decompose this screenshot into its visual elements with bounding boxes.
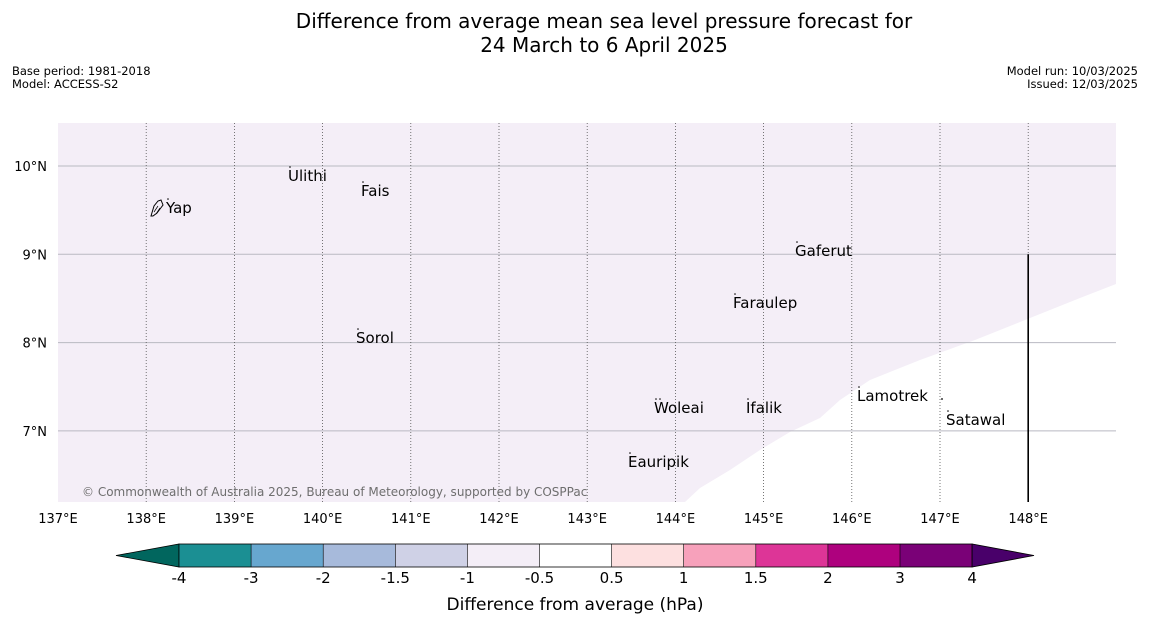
colorbar: -4 -3 -2 -1.5 -1 -0.5 0.5 1 1.5 2 3 4 Difference fr… [115, 543, 1035, 615]
colorbar-under-extension [115, 543, 180, 568]
island-marker [659, 398, 661, 400]
longitude-tick-label: 146°E [832, 512, 872, 527]
map-area: Yap Ulithi Fais Gaferut Faraulep Sorol Woleai I… [58, 123, 1116, 502]
meta-right: Model run: 10/03/2025 Issued: 12/03/2025 [1007, 65, 1138, 91]
longitude-tick-label: 144°E [656, 512, 696, 527]
longitude-tick-label: 141°E [391, 512, 431, 527]
yap-island-shape [150, 199, 164, 217]
colorbar-box [755, 544, 828, 567]
colorbar-tick-label: -1 [460, 569, 475, 587]
island-marker [947, 410, 949, 412]
colorbar-outline [178, 543, 973, 568]
island-marker [655, 398, 657, 400]
colorbar-tick-label: 1.5 [744, 569, 768, 587]
latitude-tick-labels: 10°N 9°N 8°N 7°N [14, 160, 47, 440]
place-labels: Yap Ulithi Fais Gaferut Faraulep Sorol Woleai I… [165, 166, 1005, 471]
colorbar-box [900, 544, 973, 567]
longitude-tick-label: 137°E [38, 512, 78, 527]
place-label-sorol: Sorol [356, 329, 394, 347]
place-label-faraulep: Faraulep [733, 294, 797, 312]
place-label-satawal: Satawal [946, 411, 1005, 429]
colorbar-box [683, 544, 756, 567]
longitude-tick-label: 140°E [303, 512, 343, 527]
colorbar-box [395, 544, 468, 567]
colorbar-tick-label: 0.5 [600, 569, 624, 587]
colorbar-tick-label: 3 [895, 569, 905, 587]
longitude-gridlines [145, 123, 1029, 502]
island-marker [796, 241, 798, 243]
colorbar-title: Difference from average (hPa) [447, 595, 704, 615]
latitude-tick-label: 8°N [23, 337, 48, 352]
colorbar-box [827, 544, 900, 567]
meta-left: Base period: 1981-2018 Model: ACCESS-S2 [12, 65, 151, 91]
longitude-tick-label: 142°E [479, 512, 519, 527]
colorbar-box [611, 544, 684, 567]
colorbar-tick-label: -0.5 [525, 569, 554, 587]
place-label-gaferut: Gaferut [795, 242, 852, 260]
colorbar-box [179, 544, 252, 567]
colorbar-boxes [115, 543, 1035, 568]
base-period: Base period: 1981-2018 [12, 64, 151, 78]
colorbar-tick-label: -2 [316, 569, 331, 587]
longitude-tick-label: 147°E [920, 512, 960, 527]
place-label-lamotrek: Lamotrek [857, 387, 928, 405]
colorbar-labels: -4 -3 -2 -1.5 -1 -0.5 0.5 1 1.5 2 3 4 [172, 569, 977, 587]
longitude-tick-label: 148°E [1008, 512, 1048, 527]
yap-island-detail [153, 205, 161, 215]
longitude-tick-label: 143°E [567, 512, 607, 527]
model-run: Model run: 10/03/2025 [1006, 64, 1138, 78]
colorbar-tick-label: -1.5 [381, 569, 410, 587]
colorbar-tick-label: -4 [172, 569, 187, 587]
colorbar-tick-label: -3 [244, 569, 259, 587]
title-line-1: Difference from average mean sea level p… [295, 9, 913, 33]
map-title: Difference from average mean sea level p… [0, 9, 1150, 57]
colorbar-box [251, 544, 324, 567]
island-marker [747, 398, 749, 400]
place-label-eauripik: Eauripik [628, 453, 689, 471]
longitude-tick-label: 139°E [215, 512, 255, 527]
title-line-2: 24 March to 6 April 2025 [480, 33, 728, 57]
latitude-tick-label: 9°N [23, 248, 48, 263]
colorbar-tick-label: 4 [967, 569, 977, 587]
island-marker [629, 452, 631, 454]
colorbar-box [467, 544, 540, 567]
island-marker [289, 166, 291, 168]
colorbar-over-extension [971, 543, 1035, 568]
longitude-tick-label: 145°E [744, 512, 784, 527]
place-label-fais: Fais [361, 182, 390, 200]
colorbar-box [323, 544, 396, 567]
colorbar-tick-label: 1 [679, 569, 689, 587]
island-marker [357, 328, 359, 330]
island-marker [858, 386, 860, 388]
copyright-text: © Commonwealth of Australia 2025, Bureau… [82, 485, 587, 499]
place-label-ifalik: Ifalik [746, 399, 782, 417]
latitude-tick-label: 7°N [23, 425, 48, 440]
place-label-ulithi: Ulithi [288, 167, 327, 185]
longitude-tick-labels: 137°E 138°E 139°E 140°E 141°E 142°E 143°E 144°E… [38, 512, 1048, 527]
place-label-yap: Yap [165, 199, 192, 217]
island-marker [734, 293, 736, 295]
model-name: Model: ACCESS-S2 [12, 77, 119, 91]
island-marker [362, 181, 364, 183]
island-marker [941, 398, 943, 400]
longitude-tick-label: 138°E [126, 512, 166, 527]
latitude-tick-label: 10°N [14, 160, 47, 175]
yap-island-outline [150, 199, 164, 217]
colorbar-tick-label: 2 [823, 569, 833, 587]
place-label-woleai: Woleai [654, 399, 704, 417]
island-marker [167, 198, 169, 200]
colorbar-box [539, 544, 612, 567]
issued-date: Issued: 12/03/2025 [1027, 77, 1138, 91]
